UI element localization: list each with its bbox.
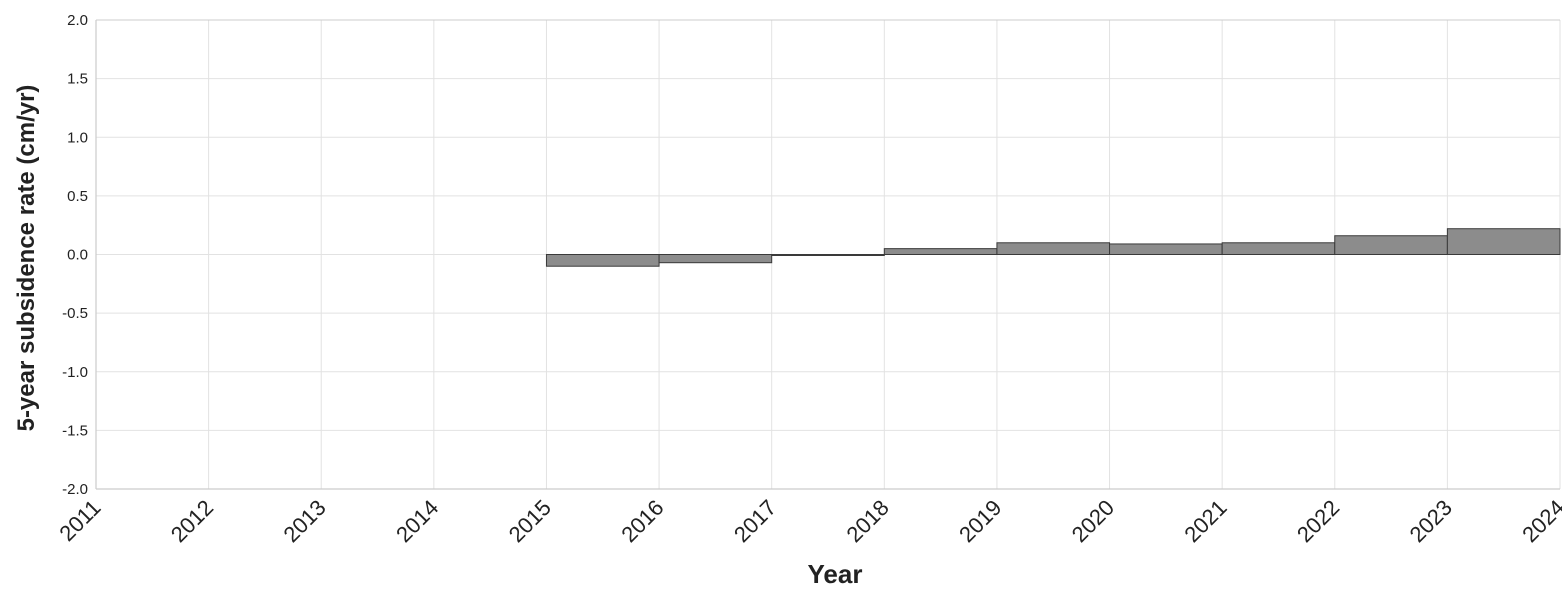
x-tick-label: 2018: [842, 495, 894, 547]
x-tick-label: 2022: [1292, 495, 1344, 547]
bar-2020-2021: [1109, 243, 1223, 255]
x-tick-label: 2013: [278, 495, 330, 547]
bar-2022-2023: [1334, 235, 1448, 256]
x-tick-label: 2019: [954, 495, 1006, 547]
x-tick-label: 2015: [504, 495, 556, 547]
bar-2016-2017: [658, 254, 773, 264]
y-tick-label: 0.0: [67, 247, 88, 264]
bar-2017-2018: [771, 254, 885, 256]
x-tick-label: 2017: [729, 495, 781, 547]
x-tick-label: 2011: [54, 495, 105, 546]
y-tick-label: -1.0: [62, 364, 88, 381]
y-tick-label: -0.5: [62, 305, 88, 322]
y-tick-label: -1.5: [62, 422, 88, 439]
x-tick-label: 2023: [1405, 495, 1457, 547]
y-tick-label: 2.0: [67, 12, 88, 29]
x-tick-label: 2021: [1179, 495, 1231, 547]
bar-2019-2020: [996, 242, 1111, 255]
y-axis-label: 5-year subsidence rate (cm/yr): [13, 85, 40, 432]
x-tick-labels: 2011 2012 2013 2014 2015 2016 2017 2018 2019 2020…: [54, 495, 1562, 547]
bar-2021-2022: [1221, 242, 1336, 255]
x-tick-label: 2012: [166, 495, 218, 547]
y-tick-label: 1.5: [67, 71, 88, 88]
bar-2015-2016: [545, 254, 660, 267]
axes: [95, 19, 1560, 490]
x-tick-label: 2024: [1517, 495, 1562, 547]
bars-group: [545, 228, 1561, 267]
x-axis-label: Year: [808, 559, 863, 589]
y-tick-label: 0.5: [67, 188, 88, 205]
bar-2018-2019: [883, 248, 998, 255]
y-tick-labels: 2.0 1.5 1.0 0.5 0.0 -0.5 -1.0 -1.5 -2.0: [62, 12, 88, 498]
x-tick-label: 2020: [1067, 495, 1119, 547]
bar-2023-2024: [1446, 228, 1561, 256]
x-tick-label: 2014: [391, 495, 443, 547]
y-tick-label: -2.0: [62, 481, 88, 498]
x-tick-label: 2016: [616, 495, 668, 547]
y-tick-label: 1.0: [67, 129, 88, 146]
